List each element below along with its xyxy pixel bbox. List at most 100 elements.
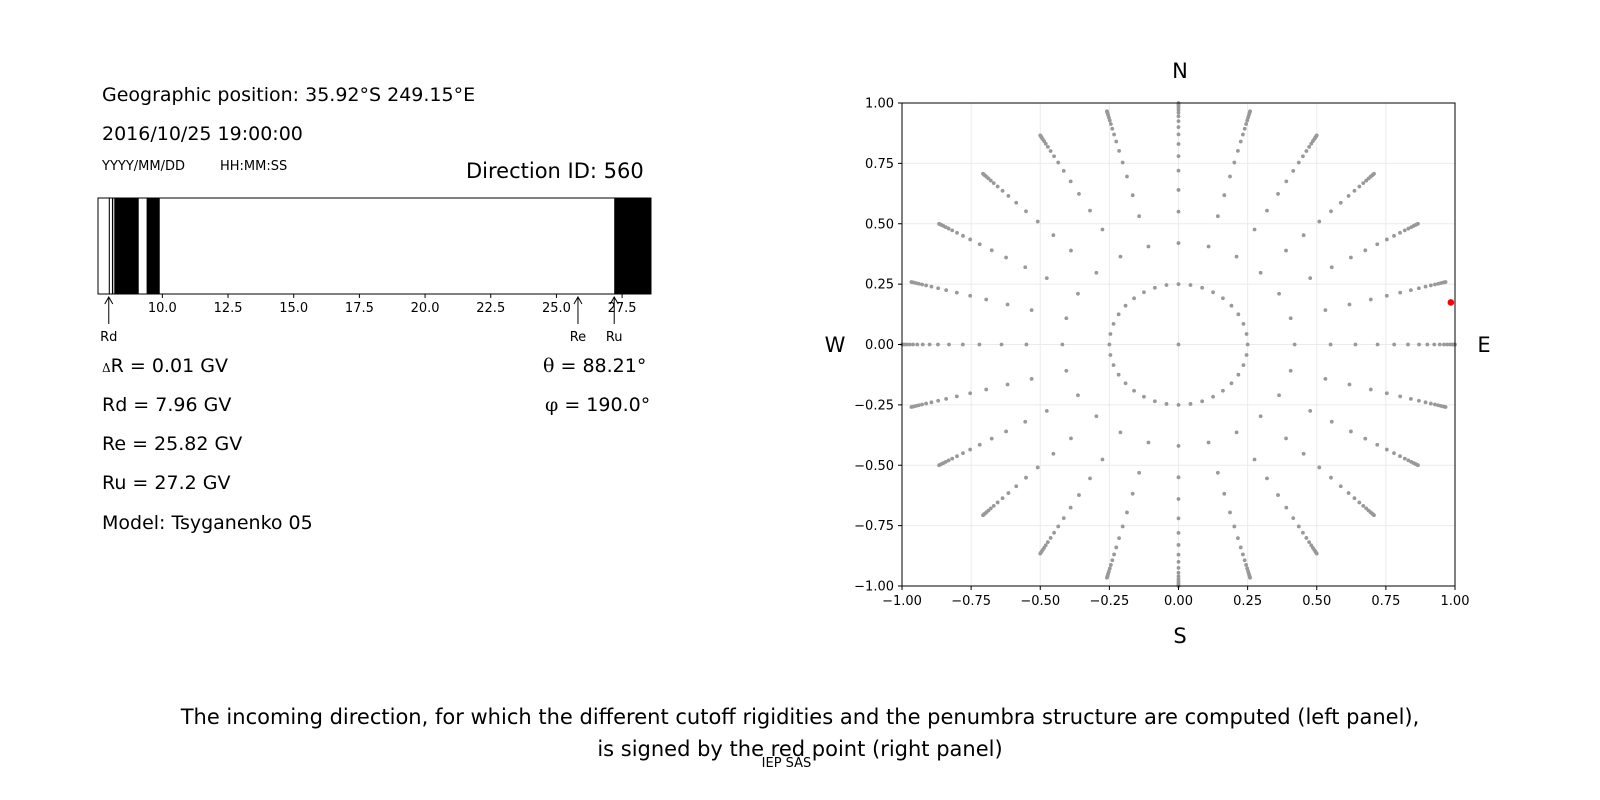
direction-point: [924, 401, 929, 406]
direction-point: [1242, 126, 1247, 131]
direction-point: [1176, 125, 1181, 130]
direction-point: [920, 342, 925, 347]
direction-point: [1292, 342, 1297, 347]
y-tick-label: −0.50: [854, 459, 894, 474]
direction-point: [1235, 148, 1240, 153]
theta-value: = 88.21°: [554, 355, 647, 377]
direction-point: [1307, 144, 1312, 149]
y-tick-label: 0.25: [865, 278, 894, 293]
direction-point: [1235, 536, 1240, 541]
direction-point: [1329, 265, 1334, 270]
direction-point: [1215, 214, 1220, 219]
re-value: Re = 25.82 GV: [102, 433, 243, 455]
direction-point: [1029, 308, 1034, 313]
direction-point: [1176, 552, 1181, 557]
direction-point: [1035, 219, 1040, 224]
direction-point: [977, 442, 982, 447]
delta-r-value: R = 0.01 GV: [110, 355, 228, 377]
direction-point: [1108, 332, 1113, 336]
direction-point: [968, 237, 973, 242]
direction-point: [1228, 174, 1232, 179]
direction-point: [1176, 342, 1181, 347]
direction-point: [1094, 270, 1099, 275]
marker-arrowhead-rd: [104, 295, 114, 305]
direction-point: [1277, 291, 1281, 296]
direction-point: [1061, 169, 1066, 173]
direction-point: [977, 342, 982, 347]
direction-point: [1118, 430, 1123, 435]
direction-point: [1044, 276, 1049, 280]
direction-point: [927, 342, 932, 347]
x-tick-label: 1.00: [1441, 594, 1470, 609]
direction-point: [1107, 342, 1112, 347]
direction-point: [1088, 208, 1092, 213]
direction-point: [929, 284, 934, 289]
direction-point: [1112, 132, 1116, 137]
rd-value: Rd = 7.96 GV: [102, 394, 232, 416]
direction-point: [981, 513, 985, 518]
direction-point: [1417, 342, 1421, 347]
y-tick-label: −0.75: [854, 519, 894, 534]
compass-east: E: [1477, 333, 1490, 357]
x-tick-label: −0.75: [951, 594, 991, 609]
x-tick-label: 17.5: [345, 301, 374, 316]
direction-point: [984, 387, 989, 392]
direction-point: [1276, 493, 1280, 497]
direction-point: [1130, 491, 1135, 496]
direction-point: [946, 226, 951, 231]
direction-point: [1423, 400, 1428, 405]
direction-point: [1288, 316, 1293, 321]
direction-point: [1000, 496, 1005, 501]
direction-point: [1137, 470, 1142, 475]
direction-point: [1372, 513, 1376, 518]
penumbra-x-ticks: 10.0 12.5 15.0 17.5 20.0 22.5 25.0 27.5: [148, 294, 637, 316]
x-ticks: −1.00 −0.75 −0.50 −0.25 0.00 0.25 0.50 0.75 1.00: [882, 586, 1469, 609]
direction-point: [909, 280, 914, 284]
direction-point: [1176, 110, 1181, 115]
direction-point: [1248, 575, 1252, 580]
direction-point: [955, 454, 959, 459]
direction-point: [1176, 559, 1181, 564]
direction-point: [1164, 283, 1169, 287]
penumbra-frame: [97, 197, 652, 295]
direction-point: [1291, 169, 1296, 173]
direction-point: [936, 342, 940, 347]
x-tick-label: 25.0: [542, 301, 571, 316]
direction-point: [1291, 516, 1296, 520]
direction-point: [1338, 200, 1343, 205]
direction-point: [1123, 303, 1128, 308]
direction-point: [1120, 524, 1125, 529]
direction-point: [977, 242, 982, 247]
phi-value: = 190.0°: [558, 394, 651, 416]
direction-point: [1110, 126, 1115, 131]
x-tick-label: 0.50: [1302, 594, 1331, 609]
caption: The incoming direction, for which the di…: [0, 701, 1600, 765]
direction-point: [1146, 440, 1151, 445]
direction-point: [1314, 551, 1319, 556]
direction-point: [1137, 214, 1142, 219]
direction-point: [1120, 160, 1125, 165]
y-tick-label: 0.75: [865, 157, 894, 172]
forbidden-band: [146, 198, 160, 294]
direction-point: [1442, 342, 1446, 347]
datetime-text: 2016/10/25 19:00:00: [102, 123, 303, 145]
direction-point: [1236, 372, 1241, 377]
direction-point: [920, 282, 925, 287]
direction-point: [1105, 575, 1109, 580]
direction-point: [1014, 484, 1019, 489]
direction-point: [1108, 353, 1113, 357]
direction-point: [1221, 388, 1225, 393]
direction-point: [968, 391, 973, 396]
direction-point: [1038, 551, 1043, 556]
direction-point: [1445, 342, 1450, 347]
direction-point: [1222, 193, 1227, 198]
direction-point: [981, 171, 985, 176]
direction-point: [911, 342, 915, 347]
x-tick-label: −1.00: [882, 594, 922, 609]
direction-point: [1328, 342, 1333, 347]
direction-point: [995, 184, 1000, 189]
direction-point: [1245, 342, 1250, 347]
direction-point: [1258, 270, 1263, 275]
direction-point: [937, 221, 941, 226]
direction-point: [1105, 109, 1109, 114]
